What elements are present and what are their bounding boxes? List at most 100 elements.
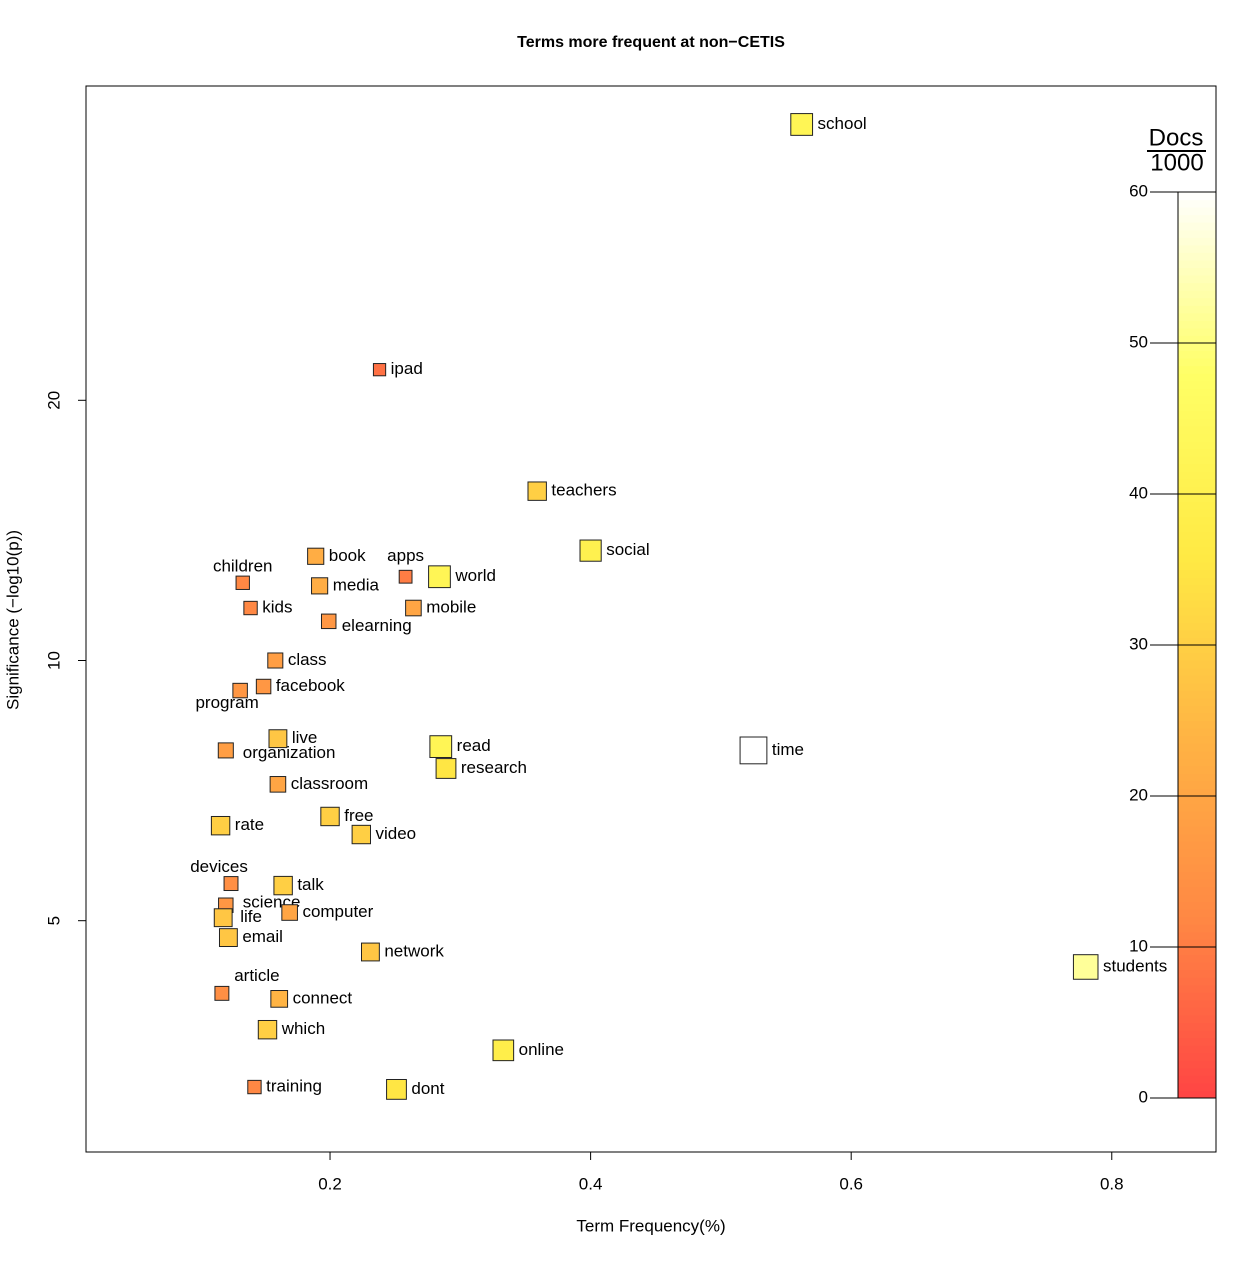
point xyxy=(1072,954,1099,980)
point xyxy=(579,539,602,562)
colorbar-segment xyxy=(1178,373,1216,382)
colorbar-tick-label: 30 xyxy=(1129,634,1148,653)
point xyxy=(527,481,547,501)
colorbar-segment xyxy=(1178,584,1216,593)
colorbar-segment xyxy=(1178,282,1216,291)
colorbar-segment xyxy=(1178,561,1216,570)
colorbar-segment xyxy=(1178,199,1216,208)
point xyxy=(218,928,238,948)
colorbar-segment xyxy=(1178,1067,1216,1076)
colorbar-segment xyxy=(1178,267,1216,276)
point xyxy=(351,824,372,845)
colorbar-segment xyxy=(1178,705,1216,714)
colorbar-segment xyxy=(1178,780,1216,789)
colorbar-segment xyxy=(1178,826,1216,835)
colorbar-segment xyxy=(1178,599,1216,608)
colorbar-segment xyxy=(1178,259,1216,268)
point xyxy=(429,735,453,758)
colorbar-segment xyxy=(1178,645,1216,654)
y-tick-label: 10 xyxy=(44,651,63,670)
colorbar-segment xyxy=(1178,984,1216,993)
colorbar-segment xyxy=(1178,395,1216,404)
point-label: connect xyxy=(293,988,353,1007)
point xyxy=(428,565,451,589)
colorbar-segment xyxy=(1178,320,1216,329)
colorbar-segment xyxy=(1178,977,1216,986)
colorbar-segment xyxy=(1178,1030,1216,1039)
point-label: classroom xyxy=(291,774,368,793)
colorbar-segment xyxy=(1178,909,1216,918)
point-label: media xyxy=(333,575,380,594)
point-label: video xyxy=(376,824,417,843)
colorbar-segment xyxy=(1178,531,1216,540)
point-label: time xyxy=(772,740,804,759)
colorbar-segment xyxy=(1178,494,1216,503)
colorbar-segment xyxy=(1178,652,1216,661)
colorbar-segment xyxy=(1178,773,1216,782)
colorbar-segment xyxy=(1178,1007,1216,1016)
colorbar-tick-label: 20 xyxy=(1129,785,1148,804)
colorbar-segment xyxy=(1178,275,1216,284)
colorbar-segment xyxy=(1178,463,1216,472)
colorbar-title: Docs xyxy=(1149,124,1204,151)
colorbar-segment xyxy=(1178,871,1216,880)
point-label: children xyxy=(213,556,273,575)
point xyxy=(210,815,231,836)
point-label: kids xyxy=(262,598,292,617)
point-label: email xyxy=(242,927,283,946)
colorbar-segment xyxy=(1178,939,1216,948)
colorbar-segment xyxy=(1178,403,1216,412)
colorbar-segment xyxy=(1178,788,1216,797)
x-axis-title: Term Frequency(%) xyxy=(576,1216,725,1235)
point-label: live xyxy=(292,728,318,747)
colorbar-segment xyxy=(1178,667,1216,676)
colorbar-segment xyxy=(1178,1022,1216,1031)
colorbar-segment xyxy=(1178,894,1216,903)
point-label: apps xyxy=(387,546,424,565)
colorbar-segment xyxy=(1178,290,1216,299)
colorbar-segment xyxy=(1178,856,1216,865)
point xyxy=(255,678,272,695)
colorbar-segment xyxy=(1178,841,1216,850)
point xyxy=(361,942,380,962)
colorbar-segment xyxy=(1178,335,1216,344)
point-label: training xyxy=(266,1077,322,1096)
colorbar-segment xyxy=(1178,546,1216,555)
colorbar-segment xyxy=(1178,901,1216,910)
point-label: teachers xyxy=(551,481,616,500)
point-label: online xyxy=(519,1040,564,1059)
point-label: read xyxy=(457,736,491,755)
colorbar-segment xyxy=(1178,388,1216,397)
point-label: school xyxy=(818,114,867,133)
colorbar-segment xyxy=(1178,879,1216,888)
colorbar-segment xyxy=(1178,622,1216,631)
x-tick-label: 0.6 xyxy=(839,1174,863,1193)
colorbar-segment xyxy=(1178,1052,1216,1061)
point-label: world xyxy=(454,566,496,585)
point-label: dont xyxy=(411,1079,444,1098)
colorbar-segment xyxy=(1178,720,1216,729)
y-tick-label: 5 xyxy=(44,916,63,925)
colorbar-segment xyxy=(1178,660,1216,669)
plot-frame xyxy=(85,85,1217,1153)
colorbar-segment xyxy=(1178,486,1216,495)
point-label: article xyxy=(234,966,279,985)
colorbar-segment xyxy=(1178,1060,1216,1069)
colorbar-segment xyxy=(1178,380,1216,389)
point-label: mobile xyxy=(426,598,476,617)
colorbar-segment xyxy=(1178,478,1216,487)
point-label: ipad xyxy=(391,359,423,378)
point xyxy=(372,363,387,377)
colorbar-segment xyxy=(1178,516,1216,525)
colorbar-segment xyxy=(1178,237,1216,246)
colorbar-segment xyxy=(1178,916,1216,925)
colorbar-subtitle: 1000 xyxy=(1150,149,1203,176)
colorbar-segment xyxy=(1178,992,1216,1001)
y-axis-title: Significance (−log10(p)) xyxy=(3,530,22,710)
colorbar-segment xyxy=(1178,577,1216,586)
colorbar-tick-label: 10 xyxy=(1129,936,1148,955)
colorbar-segment xyxy=(1178,448,1216,457)
colorbar-segment xyxy=(1178,441,1216,450)
colorbar-segment xyxy=(1178,833,1216,842)
colorbar-segment xyxy=(1178,343,1216,352)
